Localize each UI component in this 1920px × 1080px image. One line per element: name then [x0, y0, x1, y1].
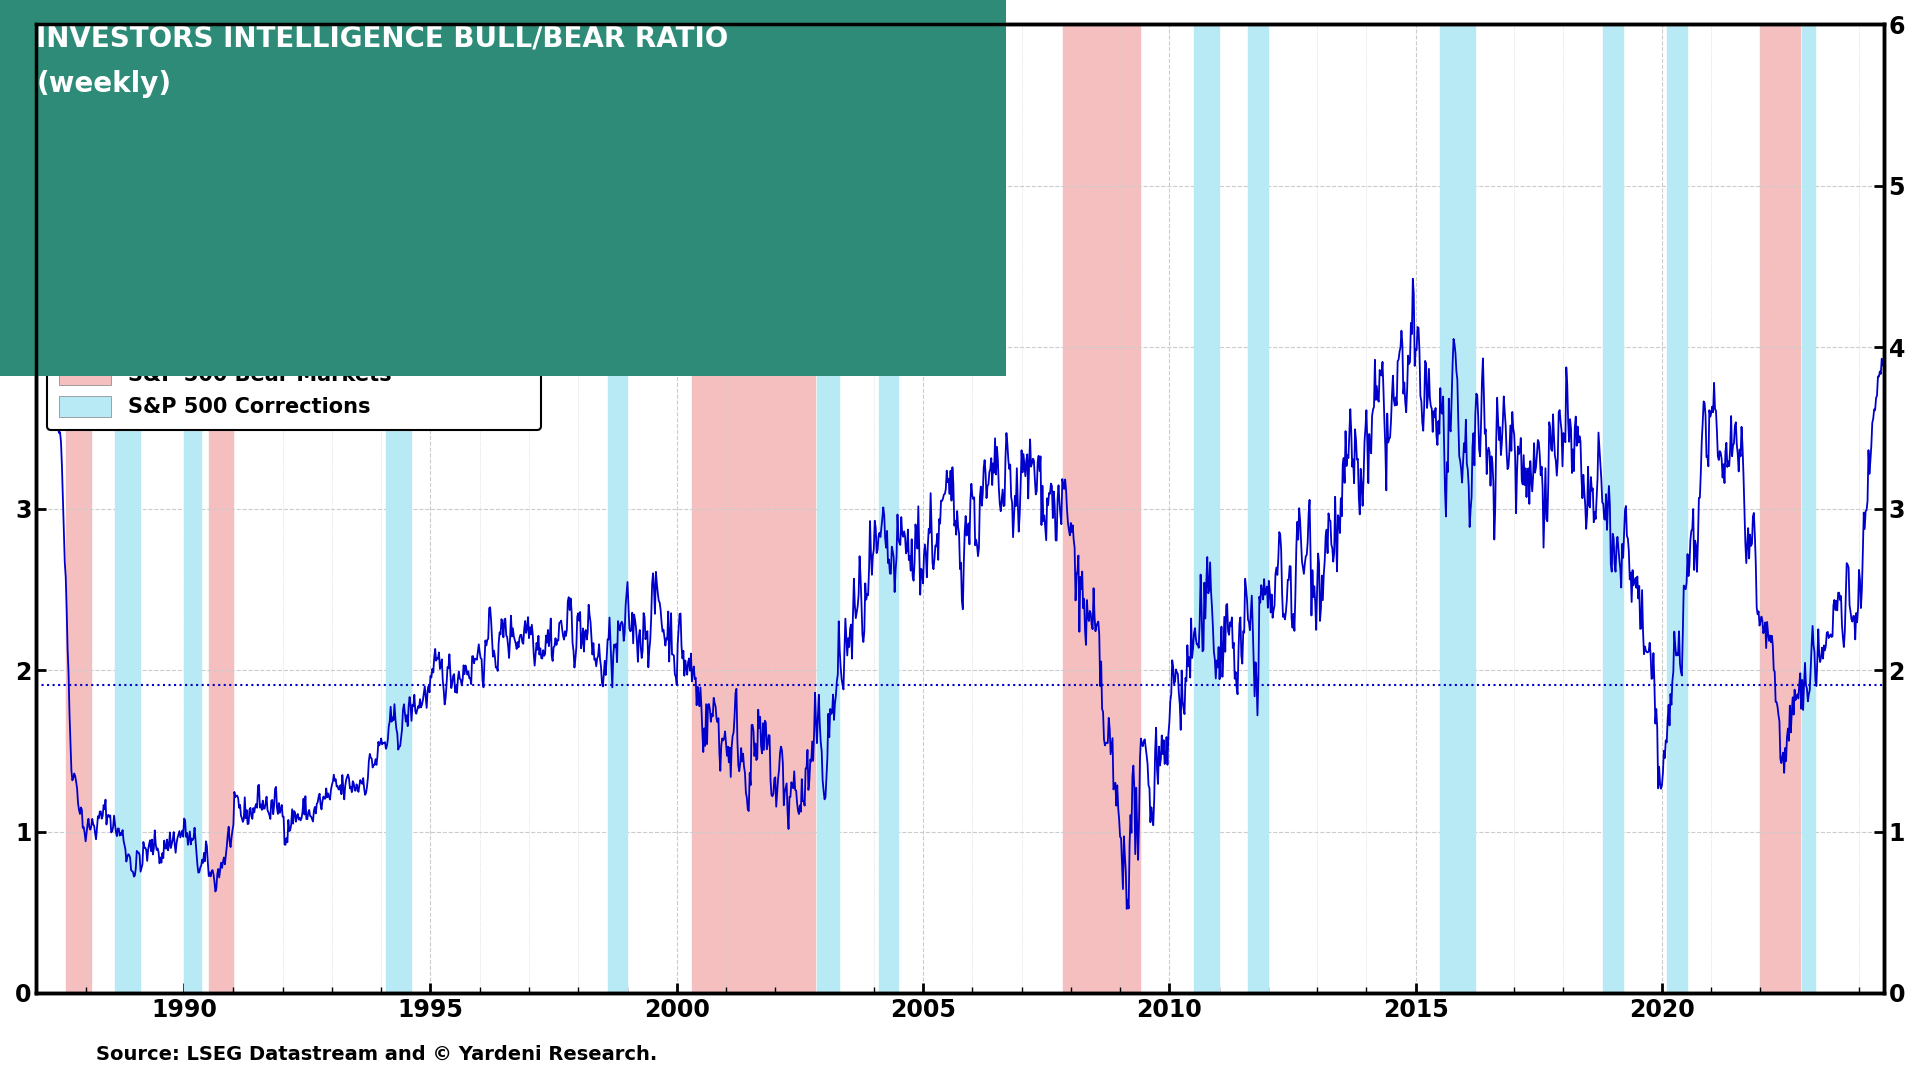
Legend: Bull/Bear Ratio (Jul 30 = 3.81), Average Over Time (Jul 30 = 1.91), S&P 500 Bear: Bull/Bear Ratio (Jul 30 = 3.81), Average… — [46, 286, 541, 430]
Bar — [1248, 25, 1267, 993]
Bar — [209, 25, 234, 993]
Bar — [1064, 25, 1140, 993]
Bar — [1667, 25, 1686, 993]
Bar — [1761, 25, 1799, 993]
Bar — [609, 25, 628, 993]
Bar — [691, 25, 814, 993]
Bar — [879, 25, 899, 993]
Bar — [65, 25, 90, 993]
Bar — [184, 25, 202, 993]
Text: INVESTORS INTELLIGENCE BULL/BEAR RATIO
(weekly): INVESTORS INTELLIGENCE BULL/BEAR RATIO (… — [36, 25, 728, 98]
Bar — [1603, 25, 1622, 993]
Bar — [386, 25, 411, 993]
Bar — [1803, 25, 1814, 993]
Bar — [115, 25, 140, 993]
Text: Source: LSEG Datastream and © Yardeni Research.: Source: LSEG Datastream and © Yardeni Re… — [96, 1044, 657, 1064]
Bar — [1440, 25, 1475, 993]
Bar — [1194, 25, 1219, 993]
Bar — [818, 25, 839, 993]
